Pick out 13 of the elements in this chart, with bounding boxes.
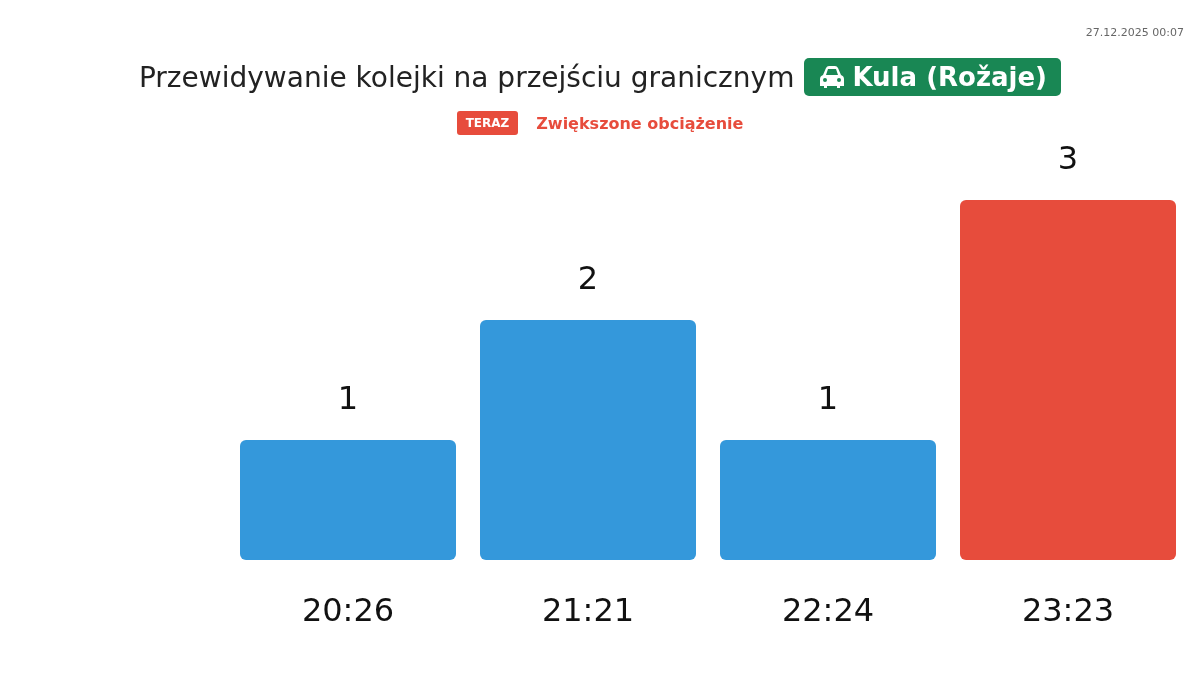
data-label: 3 [1057, 139, 1079, 177]
text: TERAZ [456, 111, 519, 135]
x-tick-label: 23:23 [1021, 591, 1115, 629]
x-tick-label: 21:21 [541, 591, 635, 629]
x-tick-label: 20:26 [301, 591, 395, 629]
chart-title: Przewidywanie kolejki na przejściu granicznym [138, 60, 795, 94]
data-label: 1 [817, 379, 839, 417]
data-label: 2 [577, 259, 599, 297]
chart-subtitle: Zwiększone obciążenie [536, 113, 744, 133]
text: Kula (Rožaje) [852, 62, 1048, 92]
text: 27.12.2025 00:07 [1085, 26, 1184, 39]
data-label: 1 [337, 379, 359, 417]
x-tick-label: 22:24 [781, 591, 875, 629]
